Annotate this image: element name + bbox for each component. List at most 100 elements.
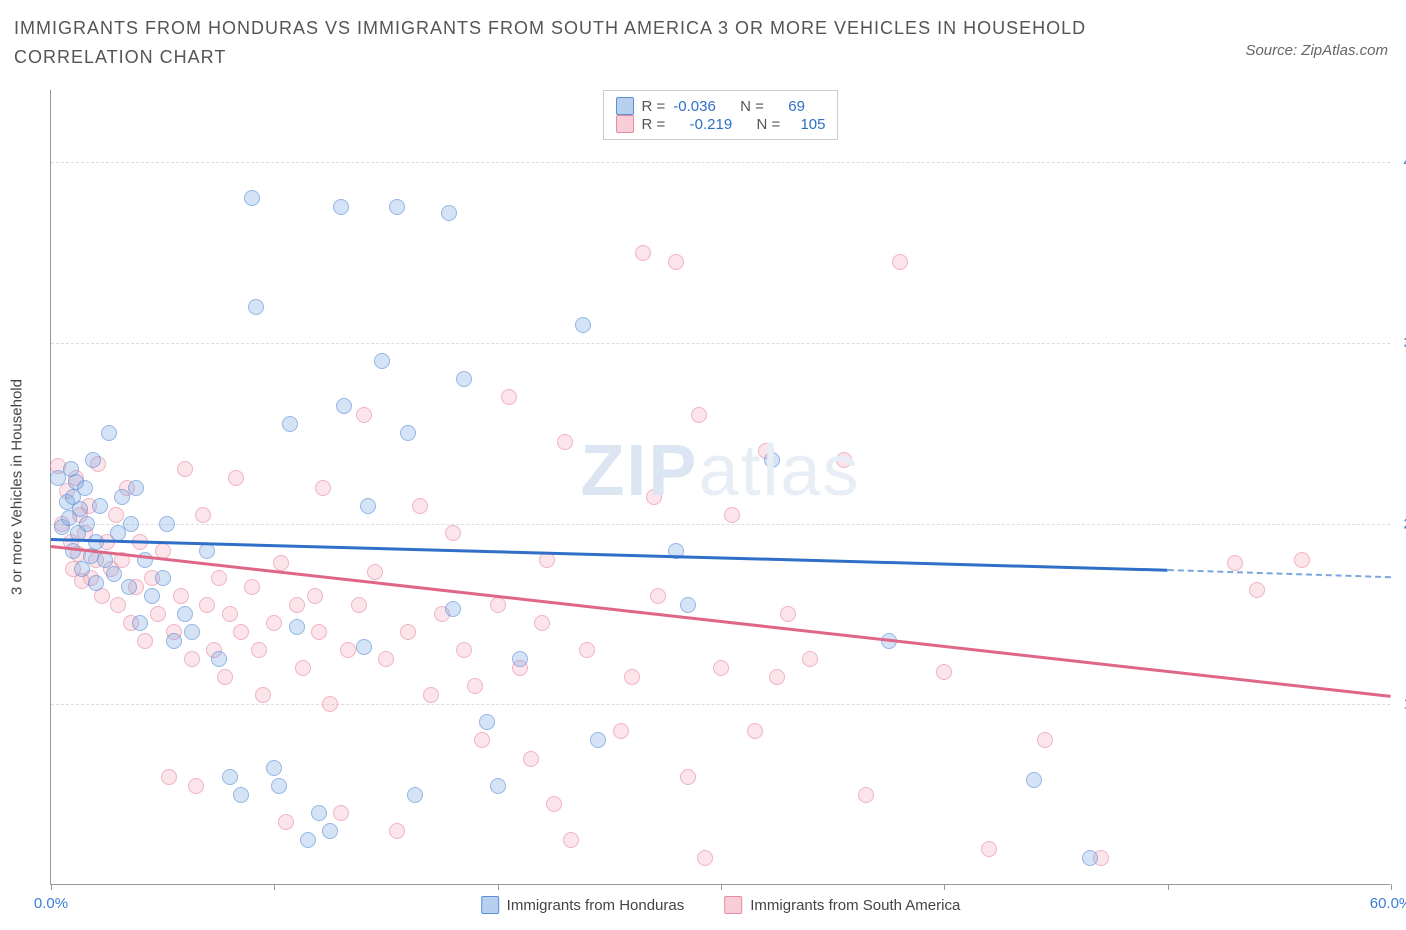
scatter-point (108, 507, 124, 523)
scatter-point (155, 570, 171, 586)
scatter-point (563, 832, 579, 848)
scatter-point (650, 588, 666, 604)
swatch-a-icon (481, 896, 499, 914)
scatter-point (356, 407, 372, 423)
scatter-point (423, 687, 439, 703)
scatter-point (635, 245, 651, 261)
scatter-point (217, 669, 233, 685)
scatter-point (195, 507, 211, 523)
scatter-point (713, 660, 729, 676)
scatter-point (311, 624, 327, 640)
scatter-point (697, 850, 713, 866)
scatter-point (300, 832, 316, 848)
scatter-point (233, 787, 249, 803)
scatter-point (161, 769, 177, 785)
scatter-point (389, 823, 405, 839)
scatter-point (289, 619, 305, 635)
gridline (51, 162, 1390, 163)
scatter-point (802, 651, 818, 667)
scatter-point (123, 516, 139, 532)
scatter-point (137, 633, 153, 649)
scatter-point (389, 199, 405, 215)
x-tick (498, 884, 499, 890)
legend-item-a: Immigrants from Honduras (481, 896, 685, 914)
legend-stats: R = -0.036 N = 69 R = -0.219 N = 105 (603, 90, 839, 140)
scatter-point (407, 787, 423, 803)
scatter-point (579, 642, 595, 658)
scatter-point (836, 452, 852, 468)
y-axis-title: 3 or more Vehicles in Household (9, 379, 26, 595)
scatter-point (501, 389, 517, 405)
scatter-point (1026, 772, 1042, 788)
scatter-point (211, 570, 227, 586)
scatter-point (159, 516, 175, 532)
scatter-point (557, 434, 573, 450)
scatter-point (121, 579, 137, 595)
source-label: Source: ZipAtlas.com (1245, 42, 1388, 59)
watermark: ZIPatlas (580, 430, 860, 512)
scatter-point (106, 566, 122, 582)
scatter-point (764, 452, 780, 468)
scatter-point (251, 642, 267, 658)
scatter-point (184, 624, 200, 640)
scatter-point (266, 615, 282, 631)
scatter-point (199, 597, 215, 613)
scatter-point (769, 669, 785, 685)
scatter-point (128, 480, 144, 496)
legend-series: Immigrants from Honduras Immigrants from… (481, 896, 961, 914)
scatter-point (456, 371, 472, 387)
scatter-point (295, 660, 311, 676)
scatter-point (144, 588, 160, 604)
scatter-point (92, 498, 108, 514)
chart-title: IMMIGRANTS FROM HONDURAS VS IMMIGRANTS F… (14, 14, 1114, 72)
gridline (51, 524, 1390, 525)
x-tick-label: 0.0% (34, 895, 68, 912)
scatter-point (336, 398, 352, 414)
scatter-point (981, 841, 997, 857)
scatter-point (512, 651, 528, 667)
scatter-point (166, 633, 182, 649)
scatter-point (188, 778, 204, 794)
scatter-point (211, 651, 227, 667)
scatter-point (456, 642, 472, 658)
x-tick (721, 884, 722, 890)
scatter-point (1082, 850, 1098, 866)
scatter-point (490, 778, 506, 794)
x-tick (51, 884, 52, 890)
scatter-point (680, 597, 696, 613)
scatter-point (624, 669, 640, 685)
scatter-point (367, 564, 383, 580)
scatter-point (936, 664, 952, 680)
scatter-point (374, 353, 390, 369)
scatter-point (110, 597, 126, 613)
scatter-point (534, 615, 550, 631)
scatter-point (132, 615, 148, 631)
scatter-point (467, 678, 483, 694)
scatter-point (1037, 732, 1053, 748)
swatch-b-icon (616, 115, 634, 133)
legend-row-a: R = -0.036 N = 69 (616, 97, 826, 115)
scatter-point (244, 190, 260, 206)
scatter-point (222, 606, 238, 622)
scatter-point (1227, 555, 1243, 571)
scatter-point (88, 575, 104, 591)
scatter-point (445, 525, 461, 541)
scatter-point (691, 407, 707, 423)
scatter-point (747, 723, 763, 739)
swatch-a-icon (616, 97, 634, 115)
scatter-point (340, 642, 356, 658)
scatter-point (233, 624, 249, 640)
plot-area: 3 or more Vehicles in Household ZIPatlas… (50, 90, 1390, 885)
legend-item-b: Immigrants from South America (724, 896, 960, 914)
scatter-point (228, 470, 244, 486)
scatter-point (173, 588, 189, 604)
scatter-point (400, 624, 416, 640)
scatter-point (77, 480, 93, 496)
scatter-point (199, 543, 215, 559)
scatter-point (479, 714, 495, 730)
x-tick (1391, 884, 1392, 890)
scatter-point (780, 606, 796, 622)
scatter-point (222, 769, 238, 785)
scatter-point (400, 425, 416, 441)
legend-row-b: R = -0.219 N = 105 (616, 115, 826, 133)
